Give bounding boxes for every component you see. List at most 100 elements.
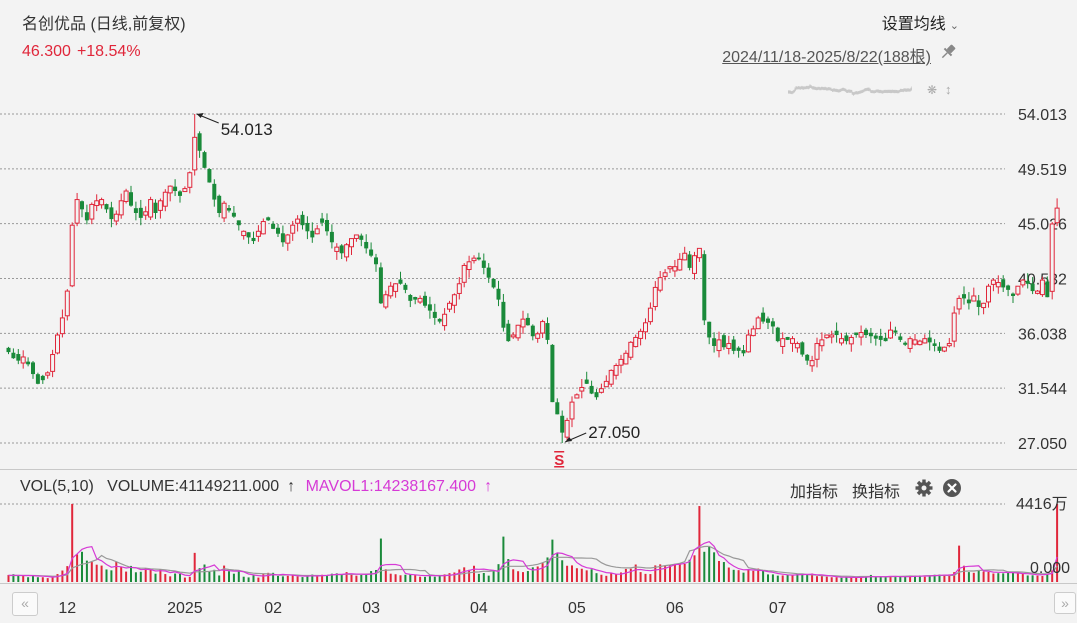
candle-body: [515, 324, 521, 339]
volume-bar: [561, 560, 564, 582]
volume-bar: [85, 560, 88, 582]
volume-bar: [1056, 503, 1059, 582]
add-indicator-button[interactable]: 加指标: [790, 484, 839, 501]
volume-bar: [326, 575, 328, 582]
candle-body: [946, 343, 952, 347]
volume-bar: [507, 559, 510, 582]
volume-bar: [595, 573, 598, 582]
candle-body: [829, 334, 835, 338]
candle-body: [564, 419, 570, 438]
pin-icon[interactable]: [939, 43, 957, 61]
candle-body: [157, 200, 163, 211]
y-tick-label: 31.544: [1018, 381, 1067, 398]
volume-bar: [816, 576, 818, 582]
volume-bar: [120, 566, 123, 582]
date-range-link[interactable]: 2024/11/18-2025/8/22(188根): [722, 49, 931, 66]
candle-body: [231, 212, 236, 217]
volume-bar: [193, 552, 196, 582]
volume-bar: [286, 575, 289, 582]
candle-body: [305, 222, 310, 232]
volume-value: VOLUME:41149211.000: [107, 478, 280, 495]
ma-setting-dropdown[interactable]: 设置均线 ⌄: [882, 10, 959, 34]
volume-bar: [811, 573, 814, 582]
candle-body: [594, 392, 599, 398]
volume-bar: [130, 565, 132, 582]
volume-bar: [615, 574, 618, 582]
candle-body: [696, 247, 702, 259]
candle-body: [236, 220, 241, 226]
volume-bar: [502, 536, 505, 582]
resize-icon[interactable]: ↕: [945, 82, 952, 97]
candle-body: [951, 312, 957, 342]
candle-body: [221, 202, 227, 219]
volume-bar: [840, 577, 843, 582]
volume-bar: [139, 571, 142, 582]
candle-body: [173, 186, 178, 192]
candle-body: [260, 221, 266, 235]
x-tick-label: 08: [877, 600, 895, 617]
volume-bar: [708, 547, 711, 582]
volume-bar: [918, 575, 921, 582]
candle-body: [339, 245, 344, 254]
volume-bar: [1046, 574, 1049, 582]
candle-body: [613, 365, 619, 376]
volume-bar: [365, 574, 368, 582]
candle-body: [437, 318, 442, 322]
volume-bar: [639, 572, 642, 582]
y-tick-label: 27.050: [1018, 436, 1067, 453]
candle-body: [1054, 207, 1060, 224]
volume-bar: [174, 573, 177, 582]
gear-icon[interactable]: [914, 478, 934, 498]
candle-body: [628, 341, 634, 358]
candle-body: [113, 213, 119, 222]
volume-bar: [110, 570, 113, 582]
candle-body: [94, 200, 100, 207]
volume-bar: [879, 576, 882, 582]
candle-body: [584, 379, 589, 384]
candle-body: [712, 338, 717, 346]
candle-body: [80, 201, 84, 210]
close-icon[interactable]: [942, 478, 962, 498]
candle-body: [687, 254, 692, 268]
candle-body: [736, 347, 741, 351]
candle-body: [374, 257, 378, 265]
range-minimap[interactable]: [788, 84, 912, 96]
mavol1-line: [8, 541, 1058, 578]
max-price-label: 54.013: [221, 120, 273, 139]
candle-body: [1030, 283, 1035, 292]
candle-body: [89, 203, 95, 220]
volume-bar: [536, 566, 539, 582]
volume-bar: [81, 551, 83, 582]
volume-bar: [228, 571, 230, 582]
volume-bar: [629, 568, 632, 582]
zoom-dot-icon[interactable]: ❋: [927, 83, 938, 97]
up-arrow-icon: ↑: [484, 478, 493, 495]
volume-bar: [159, 569, 162, 582]
volume-bar: [997, 573, 1000, 582]
chevron-down-icon: ⌄: [949, 20, 959, 32]
candle-body: [69, 224, 75, 287]
candle-body: [325, 220, 329, 232]
volume-bar: [100, 565, 103, 582]
volume-bar: [933, 574, 936, 582]
volume-bar: [1036, 575, 1039, 582]
candle-body: [506, 323, 511, 342]
volume-bar: [95, 564, 98, 582]
volume-bar: [806, 574, 809, 582]
x-tick-label: 05: [568, 600, 586, 617]
candle-body: [271, 223, 276, 229]
candle-body: [560, 415, 565, 433]
volume-bar: [277, 575, 279, 582]
volume-bar: [747, 569, 750, 582]
scroll-left-button[interactable]: «: [12, 592, 38, 616]
volume-bar: [1007, 571, 1010, 582]
scroll-right-button[interactable]: »: [1054, 592, 1076, 614]
candle-body: [883, 337, 888, 342]
volume-bar: [463, 567, 466, 582]
volume-bar: [874, 576, 877, 582]
candle-body: [535, 333, 541, 339]
volume-bar: [1002, 573, 1005, 582]
candle-body: [55, 334, 60, 354]
volume-bar: [370, 571, 373, 582]
swap-indicator-button[interactable]: 换指标: [852, 484, 901, 501]
